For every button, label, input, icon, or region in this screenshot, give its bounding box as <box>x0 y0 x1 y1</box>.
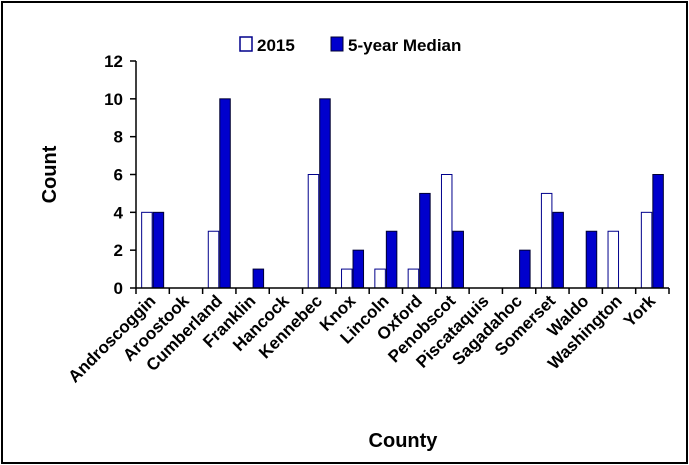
bar-5-year-median-androscoggin <box>152 211 165 289</box>
y-tick-label-0: 0 <box>114 279 123 298</box>
legend-swatch-2015 <box>239 36 253 52</box>
bar-5-year-median-somerset <box>552 211 564 289</box>
bar-5-year-median-waldo <box>585 230 598 289</box>
bar-2015-kennebec <box>307 174 320 289</box>
bar-5-year-median-knox <box>352 249 365 289</box>
x-axis-title: County <box>369 430 439 452</box>
bar-2015-york <box>640 211 653 289</box>
bar-5-year-median-penobscot <box>452 230 464 289</box>
bar-2015-cumberland <box>207 230 220 289</box>
bar-5-year-median-kennebec <box>319 98 331 289</box>
y-tick-label-12: 12 <box>104 52 123 71</box>
bar-2015-lincoln <box>374 268 386 289</box>
bar-5-year-median-lincoln <box>385 230 398 289</box>
bar-2015-androscoggin <box>141 211 153 289</box>
y-tick-labels: 0 2 4 6 8 10 12 <box>104 52 123 298</box>
bar-2015-knox <box>341 268 353 289</box>
bar-5-year-median-sagadahoc <box>519 249 531 289</box>
legend-label-5-year-median: 5-year Median <box>348 36 461 55</box>
legend-swatch-5-year-median <box>330 36 344 52</box>
y-axis-title: Count <box>39 145 61 203</box>
y-tick-label-2: 2 <box>114 241 123 260</box>
y-tick-label-6: 6 <box>114 166 123 185</box>
bar-2015-penobscot <box>440 174 453 289</box>
legend: 2015 5-year Median <box>239 36 461 55</box>
y-tick-label-8: 8 <box>114 128 123 147</box>
legend-label-2015: 2015 <box>257 36 295 55</box>
axes-group <box>130 60 670 294</box>
bar-5-year-median-york <box>652 174 664 289</box>
y-tick-label-4: 4 <box>114 203 124 222</box>
bar-5-year-median-cumberland <box>219 98 231 289</box>
x-label-york: York <box>620 291 660 331</box>
bar-5-year-median-oxford <box>419 192 431 289</box>
bar-2015-oxford <box>407 268 420 289</box>
x-category-labels: AndroscogginAroostookCumberlandFranklinH… <box>65 291 660 386</box>
bar-5-year-median-franklin <box>252 268 265 289</box>
y-tick-label-10: 10 <box>104 90 123 109</box>
bars-group <box>141 98 664 289</box>
bar-2015-washington <box>607 230 620 289</box>
bar-2015-somerset <box>540 192 553 289</box>
